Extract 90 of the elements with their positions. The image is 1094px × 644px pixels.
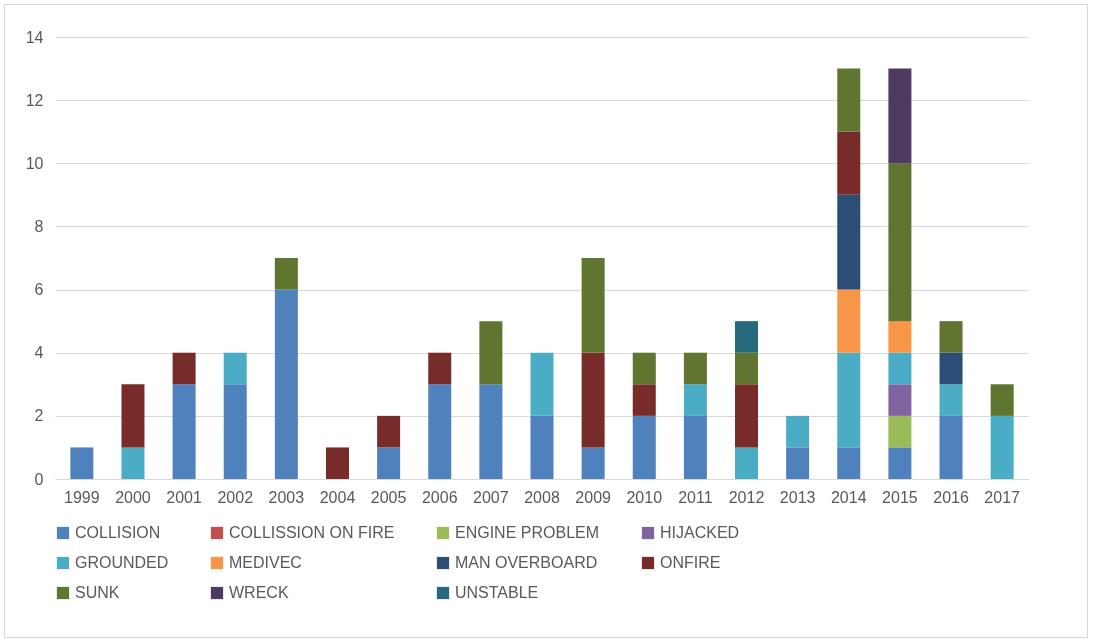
bar [888, 447, 912, 479]
bar [530, 415, 554, 479]
bar [479, 321, 503, 385]
bar [683, 415, 707, 479]
y-tick-label: 8 [34, 217, 44, 235]
bar [377, 415, 401, 448]
bar [530, 352, 554, 416]
bar [121, 447, 145, 479]
y-tick-label: 12 [25, 91, 44, 109]
x-tick-label: 2016 [933, 488, 969, 506]
bar [735, 384, 759, 448]
x-tick-label: 2015 [882, 488, 918, 506]
bar [683, 352, 707, 385]
x-tick-label: 2012 [728, 488, 765, 506]
bar [223, 352, 247, 385]
bar [837, 289, 861, 353]
y-tick-label: 14 [25, 28, 44, 46]
bar [581, 447, 605, 479]
bar [888, 68, 912, 164]
y-tick-label: 2 [34, 407, 44, 425]
bar [121, 384, 145, 448]
bar [632, 415, 656, 479]
x-tick-label: 2008 [524, 488, 560, 506]
legend-label: SUNK [75, 584, 120, 601]
bar [837, 447, 861, 479]
y-tick-label: 4 [34, 344, 44, 362]
bar [837, 131, 861, 195]
x-tick-label: 2013 [779, 488, 816, 506]
bar [837, 194, 861, 290]
y-tick-label: 10 [25, 154, 44, 172]
y-tick-label: 6 [34, 281, 44, 299]
bar [683, 384, 707, 416]
x-tick-label: 2007 [473, 488, 509, 506]
bar [786, 415, 810, 448]
x-tick-label: 1999 [64, 488, 100, 506]
bar [837, 352, 861, 448]
bar [888, 384, 912, 416]
legend-label: HIJACKED [660, 524, 740, 541]
x-tick-label: 2017 [984, 488, 1021, 506]
bar [428, 384, 452, 479]
bar [632, 352, 656, 385]
legend-label: WRECK [229, 584, 289, 601]
legend-label: UNSTABLE [455, 584, 539, 601]
bar [581, 258, 605, 353]
x-tick-label: 2000 [115, 488, 151, 506]
bar [735, 447, 759, 479]
bar [990, 415, 1014, 479]
bar [479, 384, 503, 479]
x-tick-label: 2014 [830, 488, 867, 506]
bar [223, 384, 247, 479]
x-tick-label: 2004 [319, 488, 356, 506]
bar [377, 447, 401, 479]
legend-label: COLLISION [75, 524, 161, 541]
bar [888, 415, 912, 448]
legend-label: ENGINE PROBLEM [455, 524, 600, 541]
x-tick-label: 2006 [421, 488, 458, 506]
legend-label: MEDIVEC [229, 554, 302, 571]
bar [939, 384, 963, 416]
x-tick-label: 2001 [166, 488, 202, 506]
legend-label: COLLISSION ON FIRE [229, 524, 395, 541]
bar [172, 384, 196, 479]
y-tick-label: 0 [34, 470, 44, 488]
legend-label: GROUNDED [75, 554, 169, 571]
x-tick-label: 2009 [575, 488, 612, 506]
bar [735, 321, 759, 353]
bar [274, 289, 298, 479]
bar [581, 352, 605, 448]
bar [428, 352, 452, 385]
bar [939, 415, 963, 479]
bar [888, 163, 912, 322]
x-tick-label: 2010 [626, 488, 663, 506]
bar [325, 447, 349, 479]
x-tick-label: 2005 [370, 488, 407, 506]
bar [888, 321, 912, 353]
legend-label: MAN OVERBOARD [455, 554, 598, 571]
bar [70, 447, 94, 479]
bar [632, 384, 656, 416]
x-tick-label: 2003 [268, 488, 305, 506]
bar [735, 352, 759, 385]
bar [786, 447, 810, 479]
x-tick-label: 2011 [678, 488, 713, 506]
bar [837, 68, 861, 132]
x-tick-label: 2002 [217, 488, 254, 506]
bar [939, 352, 963, 385]
bar [274, 258, 298, 290]
bar [990, 384, 1014, 416]
bar [888, 352, 912, 385]
legend-label: ONFIRE [660, 554, 721, 571]
bar [939, 321, 963, 353]
bar [172, 352, 196, 385]
